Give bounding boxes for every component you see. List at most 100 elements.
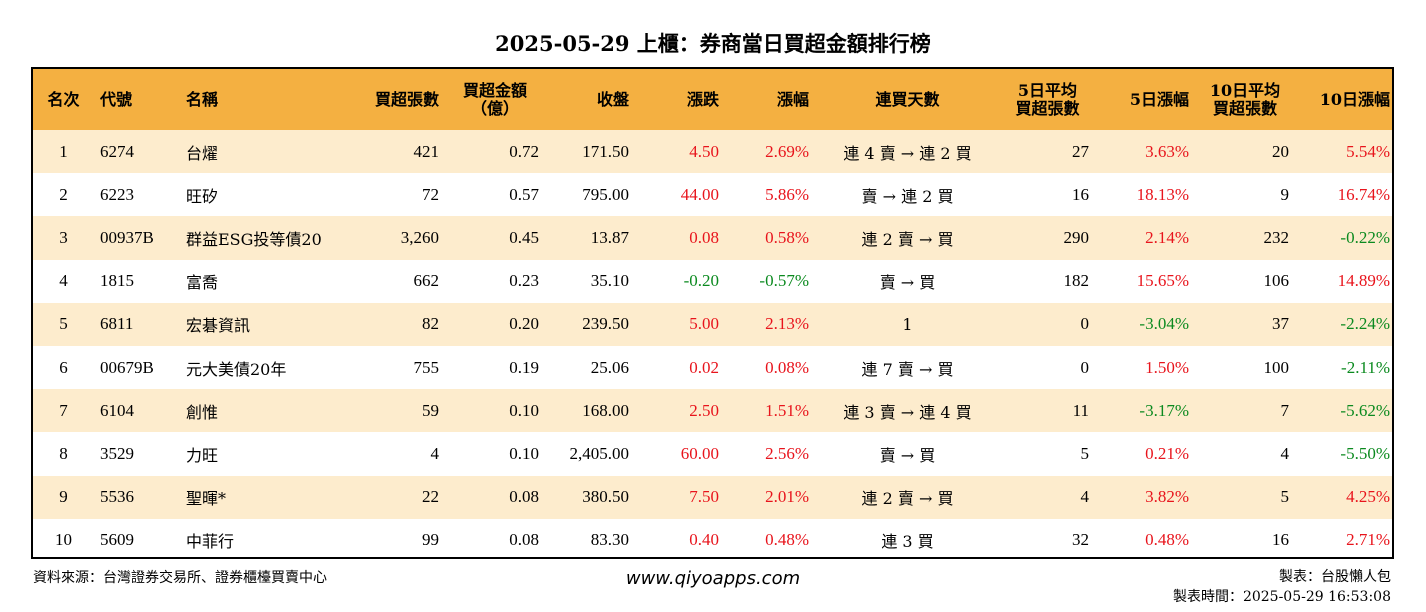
cell-rank: 2: [59, 184, 68, 204]
maker-info: 製表：台股懶人包 製表時間：2025-05-29 16:53:08: [1173, 567, 1391, 607]
col-header-pct10: 10日漲幅: [1319, 89, 1390, 109]
cell-shares: 99: [422, 530, 439, 550]
cell-avg10: 4: [1280, 443, 1290, 463]
cell-change: 0.08: [689, 227, 719, 247]
cell-rank: 10: [55, 530, 72, 550]
cell-pct: 0.58%: [765, 227, 809, 247]
cell-streak: 連 4 賣 → 連 2 買: [843, 143, 972, 163]
cell-shares: 4: [430, 443, 440, 463]
cell-close: 13.87: [590, 227, 629, 247]
cell-pct5: 0.21%: [1145, 443, 1189, 463]
table-row: 9 5536 聖暉* 22 0.08 380.50 7.50 2.01% 連 2 賣 → 買 4 3…: [33, 475, 1392, 519]
cell-change: 4.50: [689, 141, 719, 161]
cell-pct: -0.57%: [759, 271, 809, 291]
cell-shares: 59: [422, 400, 439, 420]
cell-streak: 連 2 賣 → 買: [861, 489, 954, 509]
col-header-rank: 名次: [47, 89, 80, 109]
cell-code: 00679B: [100, 357, 154, 377]
table-row: 1 6274 台燿 421 0.72 171.50 4.50 2.69% 連 4 賣 → 連 2…: [33, 130, 1392, 174]
cell-avg10: 232: [1263, 227, 1290, 247]
col-header-shares: 買超張數: [374, 89, 439, 109]
cell-code: 5536: [100, 487, 134, 507]
cell-streak: 賣 → 買: [879, 273, 936, 293]
cell-change: 44.00: [680, 184, 719, 204]
col-header-change: 漲跌: [686, 89, 719, 109]
cell-close: 380.50: [582, 487, 629, 507]
cell-amount: 0.08: [509, 530, 539, 550]
cell-pct10: -2.24%: [1340, 314, 1390, 334]
cell-pct10: -5.50%: [1340, 443, 1390, 463]
cell-rank: 5: [59, 314, 68, 334]
cell-pct10: 14.89%: [1337, 271, 1390, 291]
cell-name: 聖暉*: [186, 489, 227, 509]
cell-pct10: 16.74%: [1337, 184, 1390, 204]
cell-name: 中菲行: [186, 532, 235, 552]
cell-avg5: 11: [1072, 400, 1089, 420]
cell-change: 60.00: [680, 443, 719, 463]
cell-pct5: 0.48%: [1145, 530, 1189, 550]
cell-change: 2.50: [689, 400, 719, 420]
cell-streak: 連 3 賣 → 連 4 買: [843, 402, 972, 422]
cell-pct: 1.51%: [765, 400, 809, 420]
cell-pct: 0.08%: [765, 357, 809, 377]
cell-shares: 3,260: [400, 227, 439, 247]
cell-streak: 連 7 賣 → 買: [861, 359, 954, 379]
cell-rank: 1: [59, 141, 68, 161]
cell-shares: 72: [422, 184, 439, 204]
cell-avg10: 106: [1263, 271, 1290, 291]
cell-rank: 8: [59, 443, 68, 463]
cell-pct5: -3.17%: [1139, 400, 1189, 420]
cell-pct10: -2.11%: [1341, 357, 1390, 377]
cell-pct5: 3.82%: [1145, 487, 1189, 507]
col-header-streak: 連買天數: [875, 89, 940, 109]
cell-close: 168.00: [582, 400, 629, 420]
cell-avg10: 20: [1272, 141, 1289, 161]
cell-avg5: 27: [1072, 141, 1089, 161]
website-link[interactable]: www.qiyoapps.com: [625, 568, 801, 589]
cell-avg10: 5: [1280, 487, 1290, 507]
cell-change: 0.02: [689, 357, 719, 377]
cell-avg10: 37: [1272, 314, 1289, 334]
col-header-avg5: 5日平均 買超張數: [1015, 80, 1080, 118]
cell-pct5: 1.50%: [1145, 357, 1189, 377]
cell-avg5: 0: [1080, 357, 1090, 377]
col-header-avg10: 10日平均 買超張數: [1209, 80, 1281, 118]
cell-avg5: 4: [1080, 487, 1090, 507]
cell-rank: 6: [59, 357, 68, 377]
cell-avg5: 32: [1072, 530, 1089, 550]
table-row: 8 3529 力旺 4 0.10 2,405.00 60.00 2.56% 賣 → 買 5 0.21…: [33, 432, 1392, 476]
table-row: 5 6811 宏碁資訊 82 0.20 239.50 5.00 2.13% 1 0 -3.04% 37…: [33, 302, 1392, 346]
cell-streak: 連 2 賣 → 買: [861, 229, 954, 249]
col-header-code: 代號: [100, 89, 133, 109]
cell-amount: 0.10: [509, 443, 539, 463]
cell-amount: 0.45: [509, 227, 539, 247]
table-row: 2 6223 旺矽 72 0.57 795.00 44.00 5.86% 賣 → 連 2 買 16…: [33, 173, 1392, 217]
cell-amount: 0.08: [509, 487, 539, 507]
cell-pct10: 2.71%: [1346, 530, 1390, 550]
col-header-close: 收盤: [596, 89, 629, 109]
table-row: 3 00937B 群益ESG投等債20 3,260 0.45 13.87 0.08 0.58%…: [33, 216, 1392, 260]
cell-amount: 0.10: [509, 400, 539, 420]
cell-avg5: 182: [1063, 271, 1090, 291]
page-title: 2025-05-29 上櫃：券商當日買超金額排行榜: [495, 31, 931, 56]
cell-pct: 0.48%: [765, 530, 809, 550]
cell-avg10: 9: [1280, 184, 1290, 204]
cell-name: 富喬: [186, 273, 219, 293]
cell-name: 創惟: [186, 402, 219, 422]
cell-shares: 421: [413, 141, 440, 161]
cell-name: 群益ESG投等債20: [186, 229, 322, 249]
cell-pct: 5.86%: [765, 184, 809, 204]
cell-code: 00937B: [100, 227, 154, 247]
cell-name: 元大美債20年: [186, 359, 287, 379]
cell-code: 5609: [100, 530, 134, 550]
cell-avg10: 100: [1263, 357, 1290, 377]
cell-streak: 1: [902, 314, 913, 334]
cell-change: -0.20: [683, 271, 719, 291]
cell-close: 795.00: [582, 184, 629, 204]
cell-avg5: 0: [1080, 314, 1090, 334]
cell-amount: 0.72: [509, 141, 539, 161]
cell-name: 宏碁資訊: [186, 316, 251, 336]
cell-avg5: 5: [1080, 443, 1090, 463]
cell-shares: 755: [413, 357, 440, 377]
col-header-name: 名稱: [186, 89, 219, 109]
